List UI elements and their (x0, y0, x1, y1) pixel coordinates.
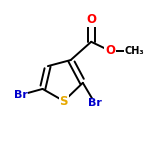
Text: CH₃: CH₃ (125, 46, 144, 56)
Text: O: O (105, 44, 115, 57)
Text: Br: Br (14, 90, 28, 100)
Text: Br: Br (88, 98, 102, 108)
Text: S: S (60, 95, 68, 108)
Text: O: O (86, 13, 96, 26)
